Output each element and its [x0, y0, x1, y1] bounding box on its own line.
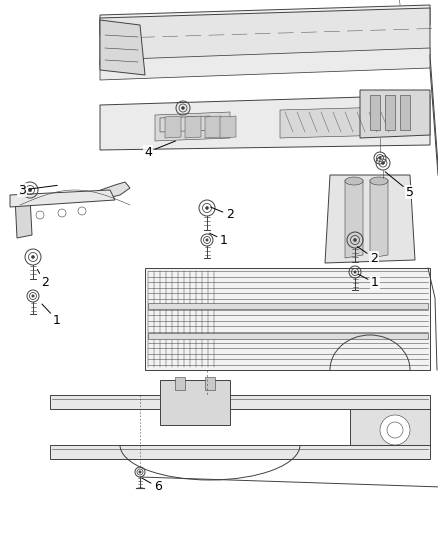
Polygon shape [220, 116, 236, 138]
Polygon shape [370, 180, 388, 258]
Polygon shape [165, 116, 181, 138]
Circle shape [139, 471, 141, 473]
Circle shape [206, 239, 208, 241]
Polygon shape [185, 116, 201, 138]
Circle shape [353, 238, 357, 241]
Polygon shape [100, 8, 430, 65]
Text: 3: 3 [18, 183, 57, 197]
Polygon shape [205, 116, 221, 138]
Text: 6: 6 [142, 478, 162, 494]
Polygon shape [325, 175, 415, 263]
Polygon shape [280, 107, 390, 138]
Circle shape [381, 161, 385, 165]
Circle shape [380, 415, 410, 445]
Ellipse shape [370, 177, 388, 185]
Polygon shape [148, 333, 428, 339]
Ellipse shape [345, 177, 363, 185]
Polygon shape [145, 268, 430, 370]
Polygon shape [50, 445, 430, 459]
Polygon shape [100, 5, 430, 35]
Polygon shape [400, 95, 410, 130]
Text: 2: 2 [37, 269, 49, 289]
Text: 5: 5 [385, 172, 414, 198]
Polygon shape [370, 95, 380, 130]
Text: 4: 4 [144, 141, 175, 158]
Polygon shape [385, 95, 395, 130]
Polygon shape [50, 395, 430, 409]
Polygon shape [100, 48, 430, 80]
Circle shape [205, 206, 208, 209]
Polygon shape [100, 20, 145, 75]
Polygon shape [205, 377, 215, 390]
Text: 2: 2 [211, 207, 234, 222]
Circle shape [32, 255, 35, 259]
Circle shape [36, 211, 44, 219]
Circle shape [58, 209, 66, 217]
Circle shape [354, 271, 356, 273]
Text: 1: 1 [209, 233, 228, 246]
Polygon shape [345, 180, 363, 258]
Polygon shape [100, 95, 430, 150]
Polygon shape [350, 409, 430, 445]
Text: 1: 1 [42, 304, 61, 327]
Circle shape [181, 107, 184, 109]
Circle shape [379, 157, 381, 159]
Polygon shape [175, 377, 185, 390]
Text: 1: 1 [358, 274, 379, 289]
Polygon shape [148, 303, 428, 309]
Polygon shape [10, 190, 115, 207]
Polygon shape [155, 112, 230, 141]
Text: 2: 2 [357, 247, 378, 264]
Polygon shape [15, 197, 32, 238]
Polygon shape [360, 90, 430, 138]
Circle shape [28, 188, 32, 192]
Circle shape [32, 295, 34, 297]
Polygon shape [160, 380, 230, 425]
Circle shape [78, 207, 86, 215]
Polygon shape [15, 182, 130, 205]
